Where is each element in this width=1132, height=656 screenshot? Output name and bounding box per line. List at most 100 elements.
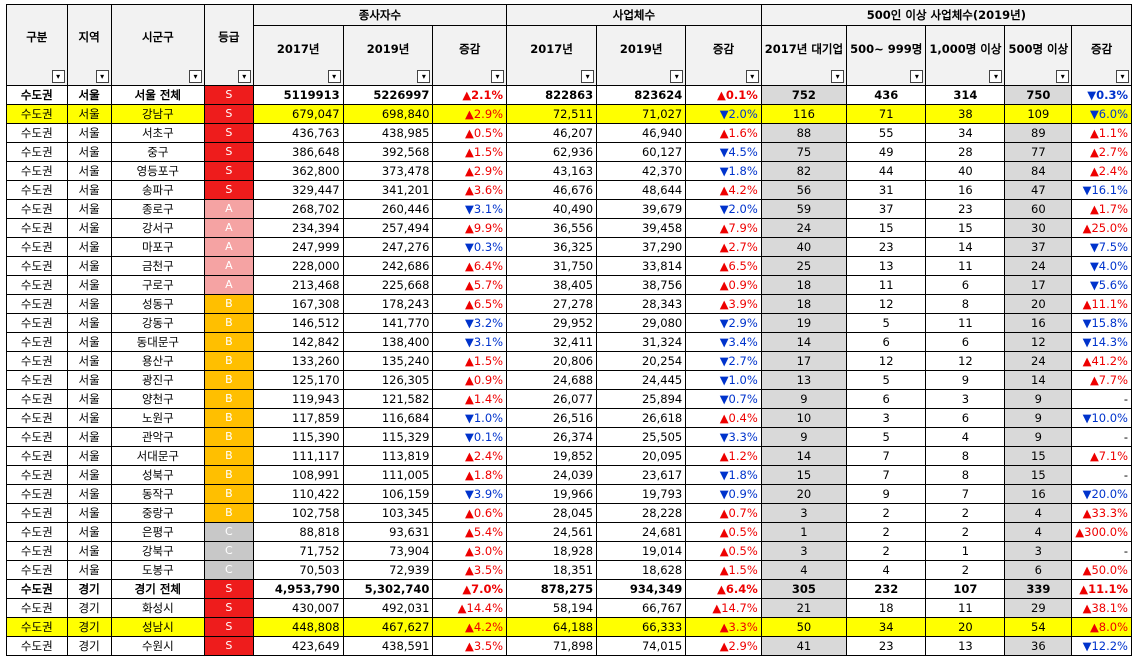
cell-emp-change[interactable]: ▲5.4% (432, 522, 508, 542)
cell-large-500plus[interactable]: 60 (1004, 199, 1073, 219)
cell-biz-2019[interactable]: 20,254 (596, 351, 687, 371)
cell-emp-2019[interactable]: 121,582 (342, 389, 434, 409)
cell-grade[interactable]: A (204, 218, 254, 238)
cell-large-change[interactable]: ▲1.1% (1071, 123, 1132, 143)
cell-large-2017[interactable]: 9 (760, 427, 848, 447)
cell-region[interactable]: 서울 (66, 465, 112, 485)
cell-large-500plus[interactable]: 29 (1004, 598, 1073, 618)
cell-region[interactable]: 서울 (66, 180, 112, 200)
cell-large-1000[interactable]: 11 (925, 256, 1006, 276)
cell-emp-2017[interactable]: 142,842 (252, 332, 344, 352)
cell-large-2017[interactable]: 19 (760, 313, 848, 333)
cell-biz-change[interactable]: ▼4.5% (685, 142, 762, 162)
cell-emp-2019[interactable]: 373,478 (342, 161, 434, 181)
cell-large-500plus[interactable]: 750 (1004, 85, 1073, 105)
cell-large-change[interactable]: ▲33.3% (1071, 503, 1132, 523)
cell-biz-2017[interactable]: 46,207 (506, 123, 598, 143)
cell-emp-2019[interactable]: 438,591 (342, 636, 434, 656)
cell-biz-change[interactable]: ▼3.3% (685, 427, 762, 447)
cell-large-2017[interactable]: 88 (760, 123, 848, 143)
cell-emp-2017[interactable]: 430,007 (252, 598, 344, 618)
filter-button-region[interactable]: ▾ (95, 70, 109, 83)
cell-city[interactable]: 중랑구 (110, 503, 206, 523)
cell-emp-2019[interactable]: 72,939 (342, 560, 434, 580)
cell-emp-2019[interactable]: 242,686 (342, 256, 434, 276)
cell-emp-2017[interactable]: 448,808 (252, 617, 344, 637)
filter-button-biz-change[interactable]: ▾ (745, 70, 759, 83)
cell-emp-2017[interactable]: 88,818 (252, 522, 344, 542)
cell-city[interactable]: 성동구 (110, 294, 206, 314)
cell-emp-change[interactable]: ▲7.0% (432, 579, 508, 599)
cell-biz-change[interactable]: ▼1.8% (685, 465, 762, 485)
cell-emp-2019[interactable]: 225,668 (342, 275, 434, 295)
cell-emp-2017[interactable]: 133,260 (252, 351, 344, 371)
cell-city[interactable]: 동작구 (110, 484, 206, 504)
cell-biz-2017[interactable]: 20,806 (506, 351, 598, 371)
cell-large-2017[interactable]: 3 (760, 503, 848, 523)
cell-city[interactable]: 구로구 (110, 275, 206, 295)
cell-large-change[interactable]: ▼10.0% (1071, 408, 1132, 428)
cell-biz-2017[interactable]: 26,516 (506, 408, 598, 428)
cell-emp-2017[interactable]: 111,117 (252, 446, 344, 466)
cell-emp-change[interactable]: ▲3.5% (432, 636, 508, 656)
cell-biz-2017[interactable]: 43,163 (506, 161, 598, 181)
cell-large-change[interactable]: ▲25.0% (1071, 218, 1132, 238)
table-row[interactable]: 수도권 서울 강남구 S 679,047 698,840 ▲2.9% 72,511 71,027… (6, 104, 1132, 124)
cell-biz-change[interactable]: ▲2.9% (685, 636, 762, 656)
cell-emp-2019[interactable]: 178,243 (342, 294, 434, 314)
cell-biz-2019[interactable]: 37,290 (596, 237, 687, 257)
cell-biz-2019[interactable]: 24,681 (596, 522, 687, 542)
cell-biz-2017[interactable]: 32,411 (506, 332, 598, 352)
cell-large-change[interactable]: ▼16.1% (1071, 180, 1132, 200)
cell-gubun[interactable]: 수도권 (6, 161, 68, 181)
cell-biz-2019[interactable]: 26,618 (596, 408, 687, 428)
cell-large-change[interactable]: ▲300.0% (1071, 522, 1132, 542)
cell-emp-2017[interactable]: 108,991 (252, 465, 344, 485)
cell-biz-2019[interactable]: 48,644 (596, 180, 687, 200)
cell-gubun[interactable]: 수도권 (6, 332, 68, 352)
cell-biz-2017[interactable]: 58,194 (506, 598, 598, 618)
cell-gubun[interactable]: 수도권 (6, 313, 68, 333)
cell-emp-2017[interactable]: 329,447 (252, 180, 344, 200)
cell-city[interactable]: 강남구 (110, 104, 206, 124)
table-row[interactable]: 수도권 서울 마포구 A 247,999 247,276 ▼0.3% 36,325 37,290… (6, 237, 1132, 257)
cell-emp-change[interactable]: ▼0.1% (432, 427, 508, 447)
cell-emp-2017[interactable]: 268,702 (252, 199, 344, 219)
cell-grade[interactable]: S (204, 85, 254, 105)
cell-biz-2019[interactable]: 24,445 (596, 370, 687, 390)
cell-emp-change[interactable]: ▲2.4% (432, 446, 508, 466)
cell-large-1000[interactable]: 12 (925, 351, 1006, 371)
table-row[interactable]: 수도권 서울 강북구 C 71,752 73,904 ▲3.0% 18,928 19,014 ▲0… (6, 541, 1132, 561)
table-row[interactable]: 수도권 서울 송파구 S 329,447 341,201 ▲3.6% 46,676 48,644… (6, 180, 1132, 200)
cell-large-2017[interactable]: 59 (760, 199, 848, 219)
cell-biz-change[interactable]: ▼2.7% (685, 351, 762, 371)
cell-biz-2017[interactable]: 38,405 (506, 275, 598, 295)
cell-biz-2019[interactable]: 25,505 (596, 427, 687, 447)
cell-large-2017[interactable]: 25 (760, 256, 848, 276)
cell-biz-2017[interactable]: 878,275 (506, 579, 598, 599)
cell-biz-2017[interactable]: 29,952 (506, 313, 598, 333)
cell-large-500[interactable]: 23 (846, 237, 927, 257)
cell-large-change[interactable]: ▲2.7% (1071, 142, 1132, 162)
cell-large-1000[interactable]: 6 (925, 408, 1006, 428)
cell-grade[interactable]: A (204, 199, 254, 219)
cell-biz-2019[interactable]: 19,014 (596, 541, 687, 561)
cell-grade[interactable]: S (204, 123, 254, 143)
cell-region[interactable]: 서울 (66, 104, 112, 124)
cell-large-1000[interactable]: 16 (925, 180, 1006, 200)
cell-gubun[interactable]: 수도권 (6, 522, 68, 542)
cell-biz-change[interactable]: ▲0.5% (685, 541, 762, 561)
cell-large-500[interactable]: 232 (846, 579, 927, 599)
cell-biz-change[interactable]: ▲3.9% (685, 294, 762, 314)
cell-large-change[interactable]: ▼20.0% (1071, 484, 1132, 504)
cell-large-2017[interactable]: 24 (760, 218, 848, 238)
cell-grade[interactable]: B (204, 427, 254, 447)
cell-region[interactable]: 경기 (66, 598, 112, 618)
cell-biz-change[interactable]: ▼0.9% (685, 484, 762, 504)
cell-emp-change[interactable]: ▼3.1% (432, 199, 508, 219)
cell-large-change[interactable]: ▼12.2% (1071, 636, 1132, 656)
cell-biz-2017[interactable]: 64,188 (506, 617, 598, 637)
cell-large-500plus[interactable]: 89 (1004, 123, 1073, 143)
cell-large-1000[interactable]: 314 (925, 85, 1006, 105)
cell-gubun[interactable]: 수도권 (6, 199, 68, 219)
